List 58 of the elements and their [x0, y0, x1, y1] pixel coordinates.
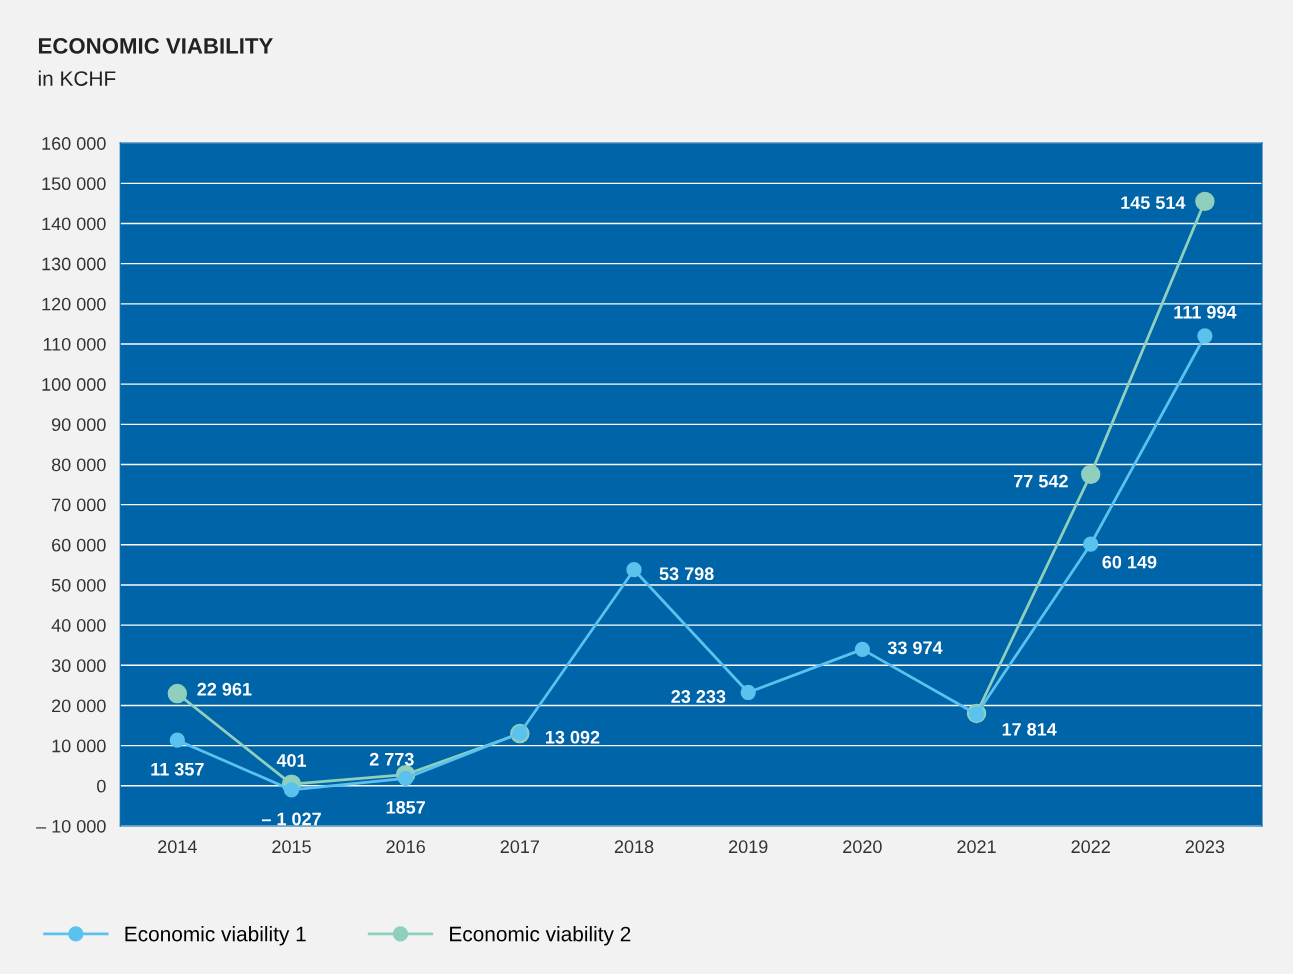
y-tick-label: – 10 000 — [36, 819, 106, 833]
x-tick-label: 2021 — [957, 840, 996, 854]
y-tick-label: 110 000 — [43, 337, 106, 351]
chart-title: ECONOMIC VIABILITY — [38, 38, 273, 54]
point — [169, 732, 185, 748]
data-label: 17 814 — [1002, 722, 1057, 736]
x-tick-label: 2017 — [500, 840, 540, 854]
data-label: – 1 027 — [261, 812, 321, 826]
x-tick-label: 2014 — [158, 840, 197, 854]
y-tick-label: 90 000 — [51, 418, 106, 432]
data-label: 60 149 — [1102, 555, 1157, 569]
y-tick-label: 70 000 — [52, 498, 106, 512]
legend-label: Economic viability 1 — [125, 926, 306, 946]
x-tick-label: 2022 — [1071, 840, 1110, 854]
data-label: 1857 — [386, 800, 425, 814]
data-label: 401 — [276, 754, 307, 767]
x-tick-label: 2020 — [843, 840, 882, 854]
point — [626, 562, 642, 578]
y-tick-label: 80 000 — [51, 458, 106, 472]
x-tick-label: 2016 — [386, 840, 425, 854]
x-tick-label: 2023 — [1185, 840, 1225, 854]
y-tick-label: 140 000 — [42, 217, 106, 231]
y-tick-label: 40 000 — [51, 619, 106, 632]
point — [1195, 191, 1215, 212]
x-tick-label: 2019 — [729, 840, 768, 854]
data-label: 145 514 — [1121, 196, 1186, 209]
point — [1197, 328, 1213, 344]
point — [1080, 464, 1101, 485]
data-label: 111 994 — [1174, 305, 1237, 319]
data-label: 33 974 — [887, 641, 943, 655]
y-tick-label: 60 000 — [52, 538, 106, 552]
chart-subtitle: in KCHF — [38, 70, 116, 86]
y-tick-label: 50 000 — [51, 578, 106, 592]
data-label: 23 233 — [671, 690, 726, 703]
y-tick-label: 10 000 — [52, 739, 106, 753]
y-tick-label: 130 000 — [42, 257, 106, 271]
point — [398, 770, 414, 786]
point — [283, 782, 300, 798]
data-label: 22 961 — [197, 682, 252, 696]
data-label: 53 798 — [659, 567, 714, 581]
point — [854, 641, 871, 657]
x-tick-label: 2015 — [272, 840, 311, 854]
point — [167, 683, 188, 704]
y-tick-label: 150 000 — [42, 177, 106, 191]
y-tick-label: 100 000 — [42, 378, 106, 391]
point — [740, 684, 756, 701]
data-label: 11 357 — [151, 762, 204, 776]
y-tick-label: 0 — [97, 779, 106, 793]
legend-label: Economic viability 2 — [450, 926, 631, 946]
point — [1083, 536, 1099, 552]
data-label: 13 092 — [545, 730, 600, 744]
y-tick-label: 30 000 — [51, 659, 106, 673]
data-label: 2 773 — [369, 752, 414, 766]
x-tick-label: 2018 — [614, 840, 654, 854]
y-tick-label: 160 000 — [42, 137, 106, 150]
y-tick-label: 120 000 — [42, 297, 106, 311]
data-label: 77 542 — [1014, 474, 1068, 488]
y-tick-label: 20 000 — [52, 699, 106, 713]
